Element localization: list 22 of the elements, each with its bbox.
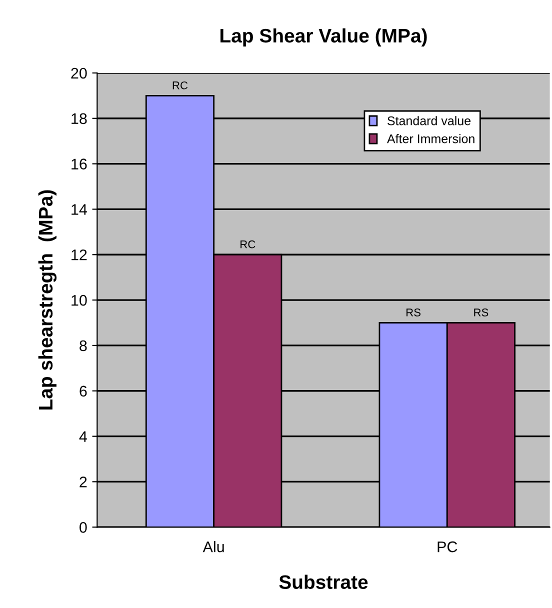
y-axis-title: Lap shearstregth (MPa) — [38, 190, 57, 410]
data-label: RC — [240, 240, 256, 248]
legend-label: Standard value — [388, 116, 470, 126]
y-tick-label: 4 — [79, 431, 87, 442]
legend-label: After Immersion — [386, 134, 474, 144]
data-label: RC — [172, 81, 188, 90]
x-axis-title: Substrate — [279, 574, 368, 589]
y-tick-label: 10 — [72, 294, 87, 306]
y-tick-label: 12 — [72, 250, 87, 260]
data-label: RS — [406, 308, 421, 316]
y-tick-label: 0 — [80, 522, 87, 533]
x-tick-label: PC — [438, 541, 458, 552]
y-tick-label: 2 — [80, 476, 87, 488]
chart-title: Lap Shear Value (MPa) — [220, 28, 427, 46]
y-tick-label: 8 — [80, 340, 87, 352]
y-tick-label: 20 — [71, 68, 87, 79]
y-tick-label: 14 — [72, 204, 87, 215]
x-tick-label: Alu — [202, 541, 224, 552]
y-tick-label: 6 — [80, 386, 87, 397]
data-label: RS — [474, 308, 488, 316]
y-tick-label: 16 — [72, 158, 87, 170]
y-tick-label: 18 — [72, 113, 87, 124]
